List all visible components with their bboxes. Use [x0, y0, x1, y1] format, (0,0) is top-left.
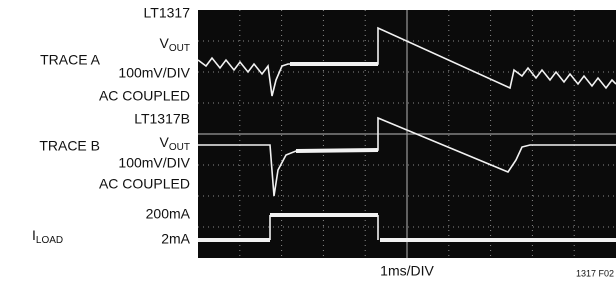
scale-label: 100mV/DIV — [118, 155, 190, 171]
chip-label: LT1317B — [134, 111, 190, 127]
trace-name: TRACE A — [40, 52, 101, 68]
trace-name: TRACE B — [39, 138, 100, 154]
chip-label: LT1317 — [144, 5, 191, 21]
load-name: ILOAD — [32, 227, 63, 246]
time-scale: 1ms/DIV — [380, 263, 434, 279]
coupling-label: AC COUPLED — [99, 176, 190, 192]
scale-label: 100mV/DIV — [118, 65, 190, 81]
figure-id: 1317 F02 — [576, 268, 614, 278]
trace-b-dense — [296, 150, 378, 151]
scope-figure: LT1317 VOUT 100mV/DIV AC COUPLED TRACE A… — [0, 0, 616, 286]
load-high-label: 200mA — [146, 206, 191, 222]
load-low-label: 2mA — [161, 231, 190, 247]
coupling-label: AC COUPLED — [99, 88, 190, 104]
signal-label: VOUT — [160, 134, 190, 153]
signal-label: VOUT — [160, 35, 190, 54]
